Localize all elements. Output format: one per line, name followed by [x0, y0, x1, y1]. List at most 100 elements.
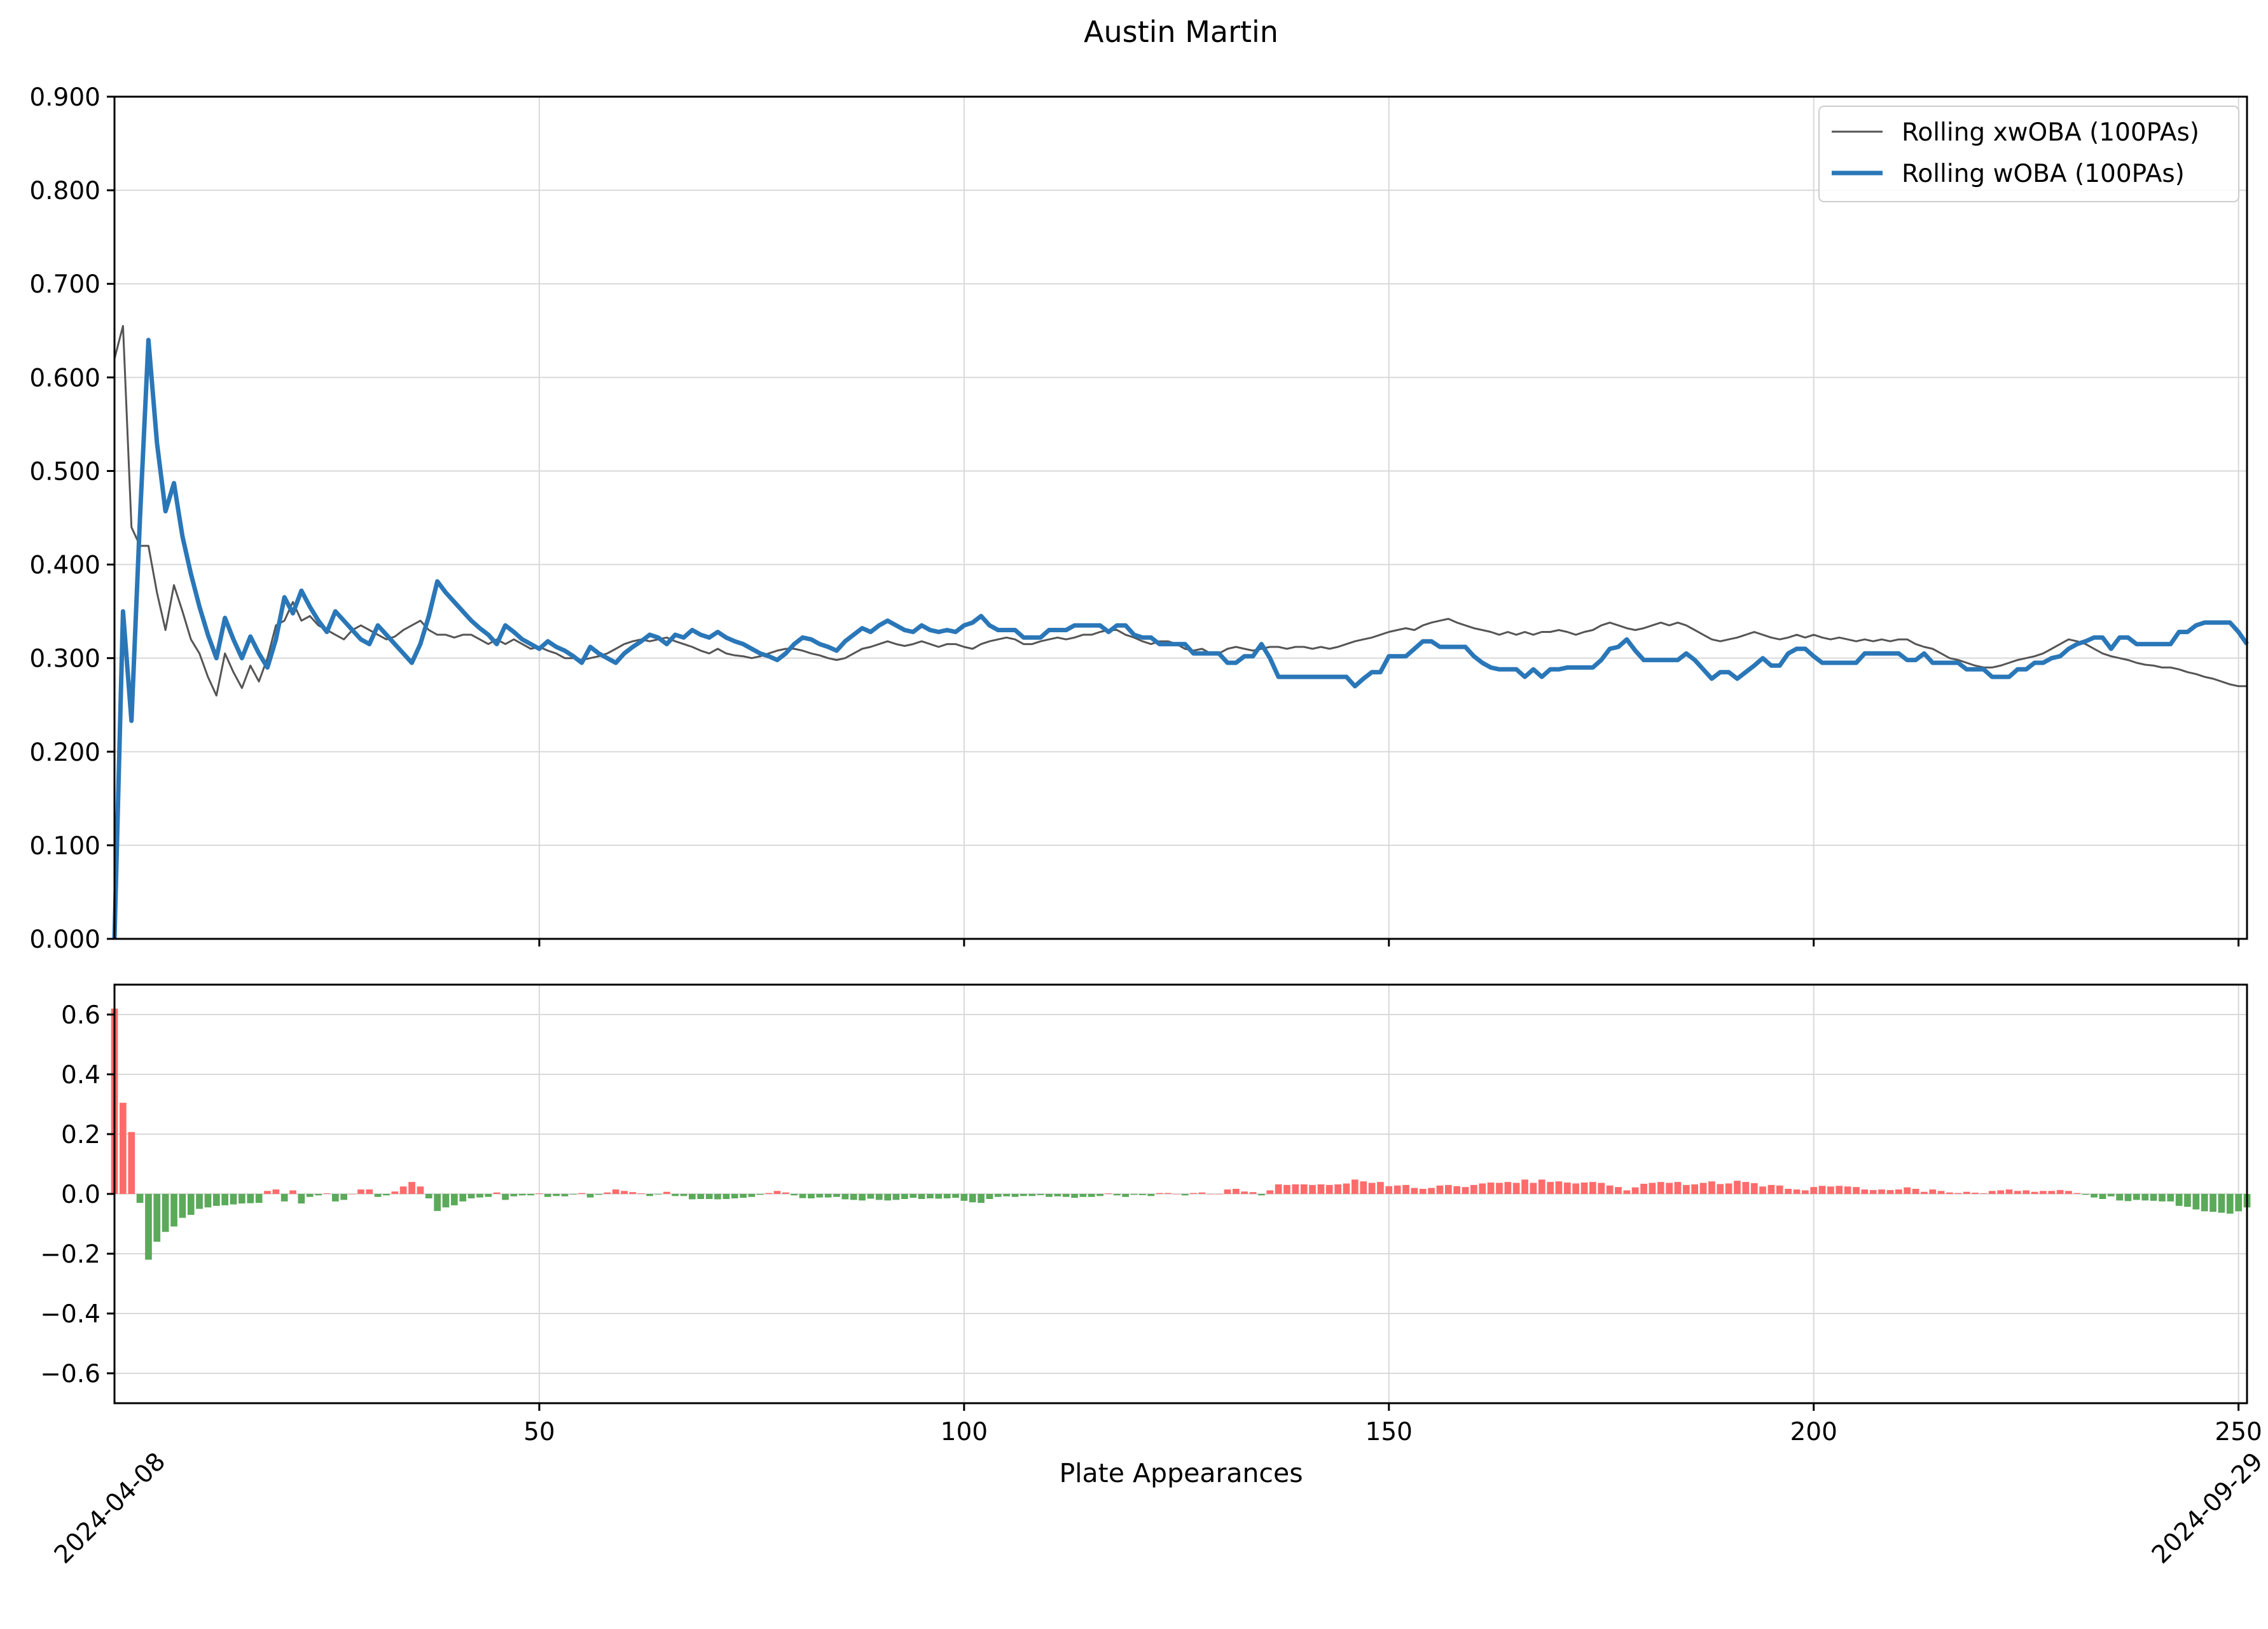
difference-bar [493, 1192, 501, 1194]
top-ytick-label: 0.900 [29, 83, 100, 112]
chart-title: Austin Martin [1084, 15, 1278, 49]
difference-bar [1241, 1191, 1248, 1194]
difference-bar [1233, 1189, 1240, 1194]
difference-bar [723, 1194, 730, 1199]
difference-bar [2167, 1194, 2175, 1202]
difference-bar [1538, 1179, 1545, 1194]
difference-bar [1861, 1189, 1869, 1194]
bottom-ytick-label: −0.6 [40, 1360, 100, 1389]
difference-bar [2082, 1194, 2089, 1195]
bottom-ytick-label: 0.6 [61, 1001, 100, 1030]
difference-bar [1165, 1193, 1172, 1194]
difference-bar [1368, 1182, 1376, 1194]
difference-bar [824, 1194, 832, 1198]
difference-bar [2023, 1190, 2029, 1194]
difference-bar [510, 1194, 518, 1196]
difference-bar [1946, 1192, 1953, 1194]
difference-bar [1207, 1194, 1214, 1195]
difference-bar [2175, 1194, 2183, 1206]
difference-bar [417, 1186, 424, 1195]
top-ytick-label: 0.300 [29, 645, 100, 674]
difference-bar [1954, 1193, 1962, 1194]
difference-bar [451, 1194, 458, 1205]
difference-bar [1037, 1194, 1044, 1195]
difference-bar [612, 1189, 619, 1194]
difference-bar [1062, 1194, 1070, 1197]
difference-bar [196, 1194, 203, 1209]
difference-bar [833, 1194, 840, 1197]
difference-bar [2065, 1191, 2072, 1194]
difference-bar [2218, 1194, 2225, 1213]
difference-bar [1674, 1182, 1682, 1194]
difference-bar [1929, 1189, 1937, 1194]
top-ytick-label: 0.000 [29, 925, 100, 954]
difference-bar [306, 1194, 314, 1197]
difference-bar [1512, 1182, 1520, 1194]
difference-bar [1717, 1184, 1724, 1194]
difference-bar [1419, 1189, 1427, 1194]
difference-bar [1734, 1181, 1741, 1194]
top-y-axis: 0.000 0.100 0.200 0.300 0.400 0.500 0.600 0.700… [29, 83, 114, 954]
difference-bar [884, 1194, 891, 1201]
bottom-ytick-label: 0.0 [61, 1181, 100, 1209]
difference-bar [527, 1194, 534, 1196]
difference-bar [1776, 1185, 1783, 1194]
difference-bar [1003, 1194, 1010, 1196]
difference-bar [399, 1186, 407, 1195]
difference-bar [1224, 1189, 1231, 1194]
difference-bar [153, 1194, 161, 1242]
difference-bar [1623, 1190, 1631, 1194]
difference-bar [1683, 1184, 1690, 1194]
difference-bar [1385, 1186, 1393, 1194]
difference-bar [875, 1194, 883, 1200]
difference-bar [2124, 1194, 2132, 1202]
difference-bar [340, 1194, 347, 1200]
difference-bar [408, 1182, 415, 1194]
series-line-woba [112, 338, 2249, 939]
difference-bar [2005, 1189, 2013, 1194]
difference-bar [986, 1194, 993, 1199]
difference-bar [374, 1194, 382, 1197]
difference-bar [782, 1192, 789, 1194]
bottom-bars-layer [111, 1008, 2251, 1260]
top-ytick-label: 0.800 [29, 177, 100, 205]
difference-bar [901, 1194, 908, 1199]
difference-bar [2116, 1194, 2123, 1201]
difference-bar [434, 1194, 441, 1211]
difference-bar [1963, 1191, 1970, 1194]
difference-bar [654, 1194, 662, 1195]
legend-label-woba: Rolling wOBA (100PAs) [1902, 160, 2185, 188]
difference-bar [799, 1194, 806, 1198]
difference-bar [1470, 1184, 1477, 1194]
difference-bar [570, 1194, 577, 1195]
difference-bar [120, 1102, 127, 1194]
difference-bar [536, 1193, 543, 1194]
difference-bar [1912, 1189, 1919, 1194]
difference-bar [1997, 1190, 2004, 1194]
difference-bar [1377, 1182, 1384, 1194]
difference-bar [2226, 1194, 2234, 1214]
difference-bar [255, 1194, 263, 1203]
bottom-ytick-label: 0.2 [61, 1121, 100, 1149]
difference-bar [349, 1194, 356, 1195]
difference-bar [179, 1194, 186, 1218]
difference-bar [518, 1194, 526, 1196]
difference-bar [697, 1194, 705, 1199]
top-ytick-label: 0.700 [29, 270, 100, 299]
difference-bar [714, 1194, 721, 1200]
x-axis-label: Plate Appearances [1059, 1458, 1303, 1488]
difference-bar [2141, 1194, 2149, 1201]
legend-box [1818, 106, 2239, 202]
difference-bar [1122, 1194, 1129, 1197]
difference-bar [1869, 1189, 1877, 1194]
difference-bar [586, 1194, 594, 1198]
difference-bar [960, 1194, 968, 1201]
difference-bar [1462, 1187, 1469, 1194]
difference-bar [1020, 1194, 1027, 1196]
difference-bar [1555, 1181, 1563, 1194]
bottom-xtick-label: 200 [1790, 1418, 1837, 1446]
difference-bar [383, 1194, 390, 1196]
difference-bar [128, 1132, 135, 1194]
difference-bar [859, 1194, 866, 1201]
top-ytick-label: 0.600 [29, 364, 100, 392]
